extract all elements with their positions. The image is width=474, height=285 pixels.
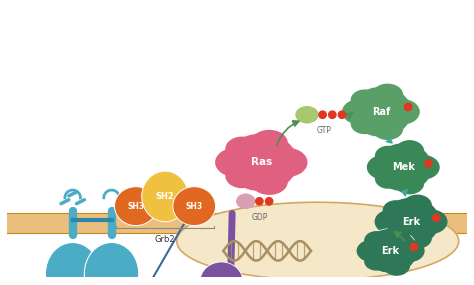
Ellipse shape bbox=[385, 99, 420, 125]
Ellipse shape bbox=[225, 137, 259, 161]
Ellipse shape bbox=[383, 226, 410, 246]
Ellipse shape bbox=[383, 256, 410, 276]
Ellipse shape bbox=[395, 172, 424, 194]
Text: SH3: SH3 bbox=[186, 201, 203, 211]
Ellipse shape bbox=[415, 209, 447, 234]
Text: Ras: Ras bbox=[251, 157, 272, 167]
Ellipse shape bbox=[375, 168, 401, 189]
Text: SH3: SH3 bbox=[128, 201, 145, 211]
Ellipse shape bbox=[382, 198, 440, 246]
Text: SH2: SH2 bbox=[155, 192, 174, 201]
Ellipse shape bbox=[225, 164, 259, 188]
Circle shape bbox=[424, 159, 433, 168]
Ellipse shape bbox=[395, 140, 424, 162]
Text: Sos: Sos bbox=[214, 277, 229, 285]
Circle shape bbox=[318, 110, 327, 119]
Ellipse shape bbox=[342, 99, 376, 125]
Ellipse shape bbox=[200, 262, 243, 285]
Ellipse shape bbox=[372, 117, 403, 140]
Circle shape bbox=[264, 197, 273, 206]
Circle shape bbox=[432, 213, 441, 222]
Circle shape bbox=[404, 103, 412, 111]
Text: GTP: GTP bbox=[317, 127, 332, 135]
Text: Raf: Raf bbox=[372, 107, 390, 117]
Ellipse shape bbox=[215, 148, 256, 177]
Ellipse shape bbox=[403, 195, 432, 216]
Ellipse shape bbox=[383, 223, 409, 243]
Ellipse shape bbox=[251, 130, 288, 156]
Ellipse shape bbox=[251, 169, 288, 195]
Ellipse shape bbox=[173, 187, 216, 226]
Ellipse shape bbox=[102, 266, 137, 285]
FancyBboxPatch shape bbox=[7, 213, 467, 233]
Circle shape bbox=[328, 110, 337, 119]
Ellipse shape bbox=[115, 187, 157, 226]
Ellipse shape bbox=[364, 252, 389, 271]
Ellipse shape bbox=[367, 155, 399, 179]
Text: GDP: GDP bbox=[251, 213, 267, 222]
Ellipse shape bbox=[46, 243, 100, 285]
Circle shape bbox=[337, 110, 346, 119]
Text: Erk: Erk bbox=[382, 246, 400, 256]
Ellipse shape bbox=[350, 87, 412, 137]
Ellipse shape bbox=[395, 240, 425, 262]
Ellipse shape bbox=[84, 243, 139, 285]
Circle shape bbox=[410, 243, 419, 251]
Ellipse shape bbox=[372, 84, 403, 106]
Ellipse shape bbox=[403, 227, 432, 249]
Text: Erk: Erk bbox=[402, 217, 420, 227]
Ellipse shape bbox=[383, 200, 409, 221]
Ellipse shape bbox=[364, 229, 418, 273]
Text: Mek: Mek bbox=[392, 162, 415, 172]
Ellipse shape bbox=[408, 155, 440, 179]
Ellipse shape bbox=[375, 146, 401, 166]
Ellipse shape bbox=[364, 231, 389, 250]
Ellipse shape bbox=[374, 143, 432, 192]
Circle shape bbox=[255, 197, 264, 206]
Text: Grb2: Grb2 bbox=[155, 235, 175, 244]
Ellipse shape bbox=[295, 106, 319, 123]
Ellipse shape bbox=[236, 194, 255, 209]
Ellipse shape bbox=[351, 113, 379, 134]
Ellipse shape bbox=[356, 240, 386, 262]
Ellipse shape bbox=[224, 133, 298, 192]
Ellipse shape bbox=[177, 202, 459, 280]
Ellipse shape bbox=[47, 266, 82, 285]
Ellipse shape bbox=[351, 89, 379, 111]
Ellipse shape bbox=[267, 148, 308, 177]
Ellipse shape bbox=[142, 171, 188, 222]
Ellipse shape bbox=[374, 209, 407, 234]
